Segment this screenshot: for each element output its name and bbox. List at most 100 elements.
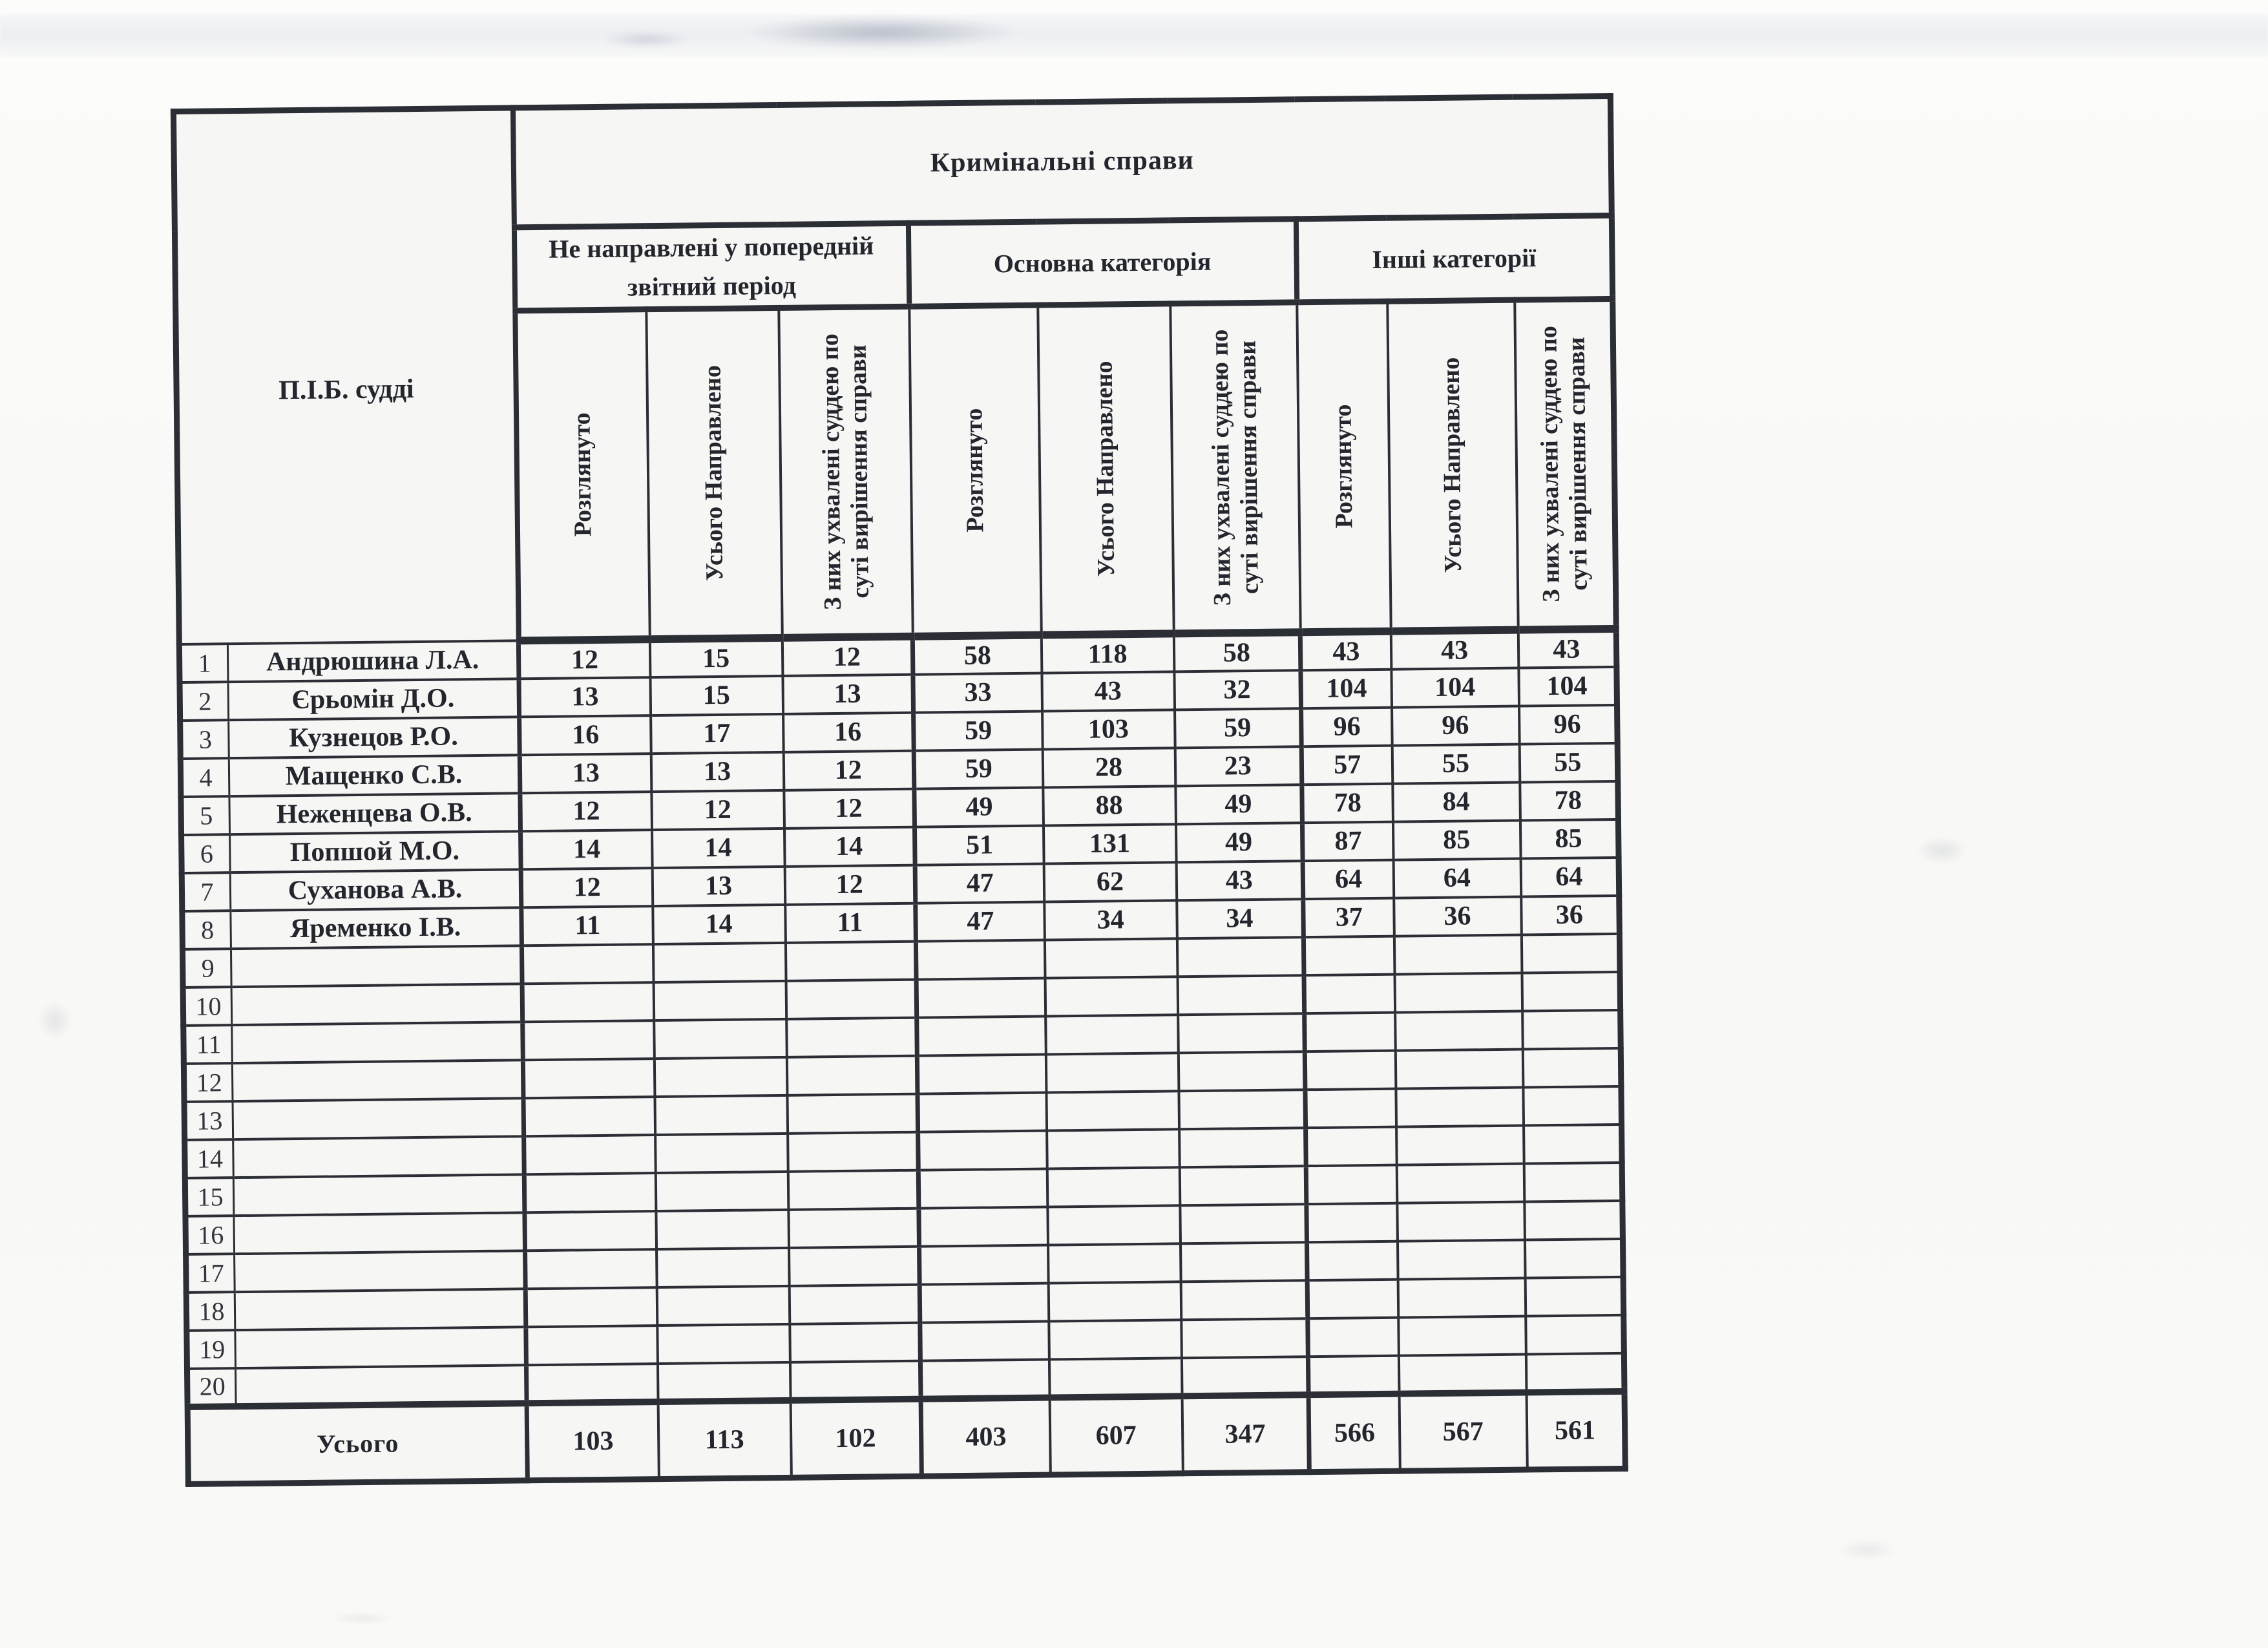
value-cell: 104 <box>1300 669 1392 708</box>
row-number-cell: 20 <box>187 1368 236 1407</box>
value-cell <box>1525 1315 1624 1355</box>
value-cell: 43 <box>1041 671 1175 712</box>
total-value-cell: 103 <box>527 1401 659 1481</box>
judge-name-cell <box>235 1364 527 1406</box>
value-cell <box>918 1130 1047 1170</box>
column-header-label: Усього Направлено <box>1090 361 1120 577</box>
value-cell <box>655 1171 788 1211</box>
value-cell: 14 <box>652 904 786 944</box>
value-cell: 12 <box>782 636 913 676</box>
value-cell <box>916 978 1045 1018</box>
value-cell <box>1181 1280 1308 1320</box>
value-cell <box>1525 1276 1624 1316</box>
row-number-cell: 17 <box>185 1253 235 1293</box>
judge-name-cell: Яременко І.В. <box>230 907 522 949</box>
row-number-cell: 18 <box>186 1291 235 1331</box>
value-cell <box>1394 1011 1523 1051</box>
value-cell: 12 <box>783 788 915 829</box>
value-cell <box>1305 1050 1396 1090</box>
row-number-cell: 1 <box>179 643 228 682</box>
value-cell: 36 <box>1393 896 1522 936</box>
column-header-decided-on-merits: З них ухвалені суддею по суті вирішення … <box>1170 302 1301 633</box>
value-cell <box>1047 1243 1181 1284</box>
scan-smudge <box>601 31 691 48</box>
value-cell <box>653 980 786 1020</box>
column-header-label: З них ухвалені суддею по суті вирішення … <box>1535 325 1593 602</box>
value-cell: 15 <box>649 675 783 715</box>
column-header-considered: Розглянуто <box>908 305 1042 637</box>
value-cell: 103 <box>1042 709 1175 750</box>
value-cell: 12 <box>520 791 652 831</box>
judge-name-cell <box>235 1326 527 1368</box>
scan-smudge <box>743 16 1021 49</box>
value-cell <box>1526 1353 1625 1393</box>
value-cell <box>1308 1355 1400 1395</box>
value-cell: 51 <box>914 825 1044 865</box>
value-cell: 59 <box>1174 708 1302 748</box>
value-cell <box>1396 1163 1524 1203</box>
value-cell <box>1398 1354 1527 1394</box>
value-cell: 23 <box>1175 746 1302 786</box>
value-cell <box>1307 1279 1398 1318</box>
row-number-cell: 4 <box>180 757 229 797</box>
value-cell <box>523 1058 655 1098</box>
value-cell <box>789 1322 921 1362</box>
value-cell <box>1177 936 1305 977</box>
value-cell: 14 <box>651 828 785 868</box>
value-cell: 62 <box>1044 861 1177 902</box>
value-cell: 13 <box>782 674 914 714</box>
value-cell <box>917 1092 1047 1132</box>
value-cell: 57 <box>1301 745 1392 785</box>
total-value-cell: 567 <box>1399 1392 1528 1472</box>
value-cell <box>521 944 654 984</box>
judge-name-cell <box>233 1097 524 1139</box>
value-cell: 12 <box>783 750 914 790</box>
value-cell <box>920 1359 1050 1399</box>
column-header-label: З них ухвалені суддею по суті вирішення … <box>815 333 874 610</box>
value-cell <box>1181 1318 1308 1358</box>
value-cell <box>1524 1200 1623 1240</box>
value-cell: 13 <box>652 866 785 906</box>
value-cell: 47 <box>915 902 1045 942</box>
value-cell <box>786 1093 918 1134</box>
judge-name-cell: Кузнецов Р.О. <box>228 716 520 758</box>
value-cell <box>786 1017 918 1057</box>
value-cell <box>918 1168 1047 1209</box>
column-header-label: Усього Направлено <box>1437 357 1467 573</box>
row-number-cell: 13 <box>184 1101 233 1140</box>
value-cell <box>653 942 786 982</box>
column-header-total-sent: Усього Направлено <box>646 308 782 639</box>
value-cell <box>1049 1357 1182 1398</box>
value-cell: 88 <box>1042 785 1176 826</box>
group-header-not-forwarded: Не направлені у попередній звітний періо… <box>514 223 909 311</box>
column-header-decided-on-merits: З них ухвалені суддею по суті вирішення … <box>1514 299 1617 630</box>
value-cell <box>1045 1090 1179 1131</box>
group-header-main-category: Основна категорія <box>908 218 1297 307</box>
value-cell: 131 <box>1043 823 1177 864</box>
value-cell: 12 <box>784 865 916 905</box>
value-cell <box>525 1249 657 1289</box>
scan-speck <box>1838 1539 1896 1560</box>
value-cell: 84 <box>1392 782 1520 822</box>
value-cell: 96 <box>1391 706 1520 746</box>
value-cell <box>918 1207 1048 1247</box>
column-header-label: Усього Направлено <box>698 364 729 581</box>
value-cell: 43 <box>1176 860 1303 900</box>
judge-name-header: П.І.Б. судді <box>173 107 519 644</box>
value-cell <box>1521 971 1621 1011</box>
total-value-cell: 403 <box>921 1397 1051 1477</box>
value-cell <box>653 1019 787 1059</box>
value-cell <box>1178 1089 1306 1129</box>
value-cell <box>1305 1088 1396 1128</box>
value-cell: 64 <box>1303 860 1394 899</box>
value-cell: 78 <box>1519 781 1619 821</box>
value-cell <box>1048 1319 1182 1360</box>
value-cell <box>787 1132 919 1172</box>
value-cell <box>1304 974 1395 1013</box>
criminal-cases-table: П.І.Б. судді Кримінальні справи Не напра… <box>170 92 1628 1487</box>
row-number-cell: 5 <box>180 796 230 835</box>
value-cell <box>1306 1165 1397 1204</box>
value-cell <box>525 1325 658 1365</box>
row-number-cell: 14 <box>184 1139 234 1178</box>
